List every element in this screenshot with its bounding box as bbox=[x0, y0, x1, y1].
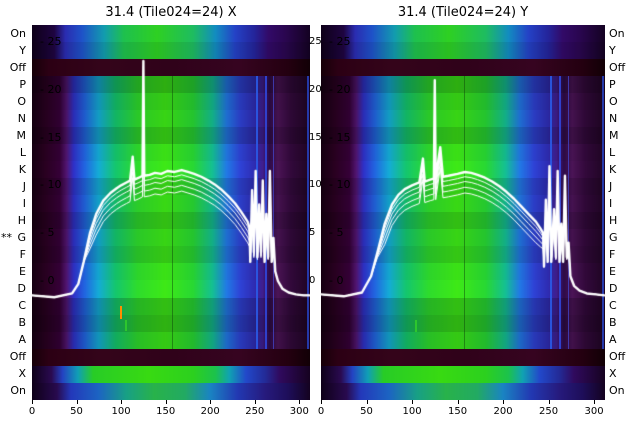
x-tick-label-l-250: 250 bbox=[245, 406, 265, 417]
row-label-left-off-19: Off bbox=[9, 350, 26, 364]
row-label-left-e-14: E bbox=[19, 265, 26, 279]
x-tick-mark-r-200 bbox=[503, 400, 505, 404]
row-label-left-m-6: M bbox=[16, 128, 27, 142]
y-tick-inside-0: - 0 bbox=[329, 274, 344, 287]
row-label-right-i-10: I bbox=[609, 196, 613, 210]
x-tick-mark-r-300 bbox=[594, 400, 596, 404]
y-tick-inside-20: - 20 bbox=[40, 82, 62, 96]
flagged-dipole-marker: ** bbox=[1, 231, 12, 245]
row-label-left-j-9: J bbox=[22, 179, 26, 193]
row-label-left-y-1: Y bbox=[19, 43, 26, 57]
x-tick-mark-r-250 bbox=[548, 400, 550, 404]
row-label-right-j-9: J bbox=[609, 179, 613, 193]
y-tick-gap-5: 5 bbox=[309, 227, 316, 239]
row-label-left-b-17: B bbox=[18, 316, 26, 330]
x-tick-label-r-250: 250 bbox=[539, 406, 559, 417]
row-label-left-c-16: C bbox=[18, 299, 26, 313]
y-tick-inside-5: - 5 bbox=[40, 226, 55, 240]
x-tick-mark-l-200 bbox=[210, 400, 212, 404]
x-tick-mark-l-100 bbox=[121, 400, 123, 404]
x-tick-label-l-100: 100 bbox=[111, 406, 131, 417]
row-label-right-l-7: L bbox=[609, 145, 616, 159]
x-tick-mark-l-250 bbox=[254, 400, 256, 404]
row-label-left-h-11: H bbox=[17, 214, 26, 228]
x-tick-mark-r-0 bbox=[321, 400, 322, 404]
y-tick-gap-20: 20 bbox=[309, 83, 322, 95]
x-tick-label-l-0: 0 bbox=[28, 406, 36, 417]
row-label-left-l-7: L bbox=[19, 145, 26, 159]
bandpass-curve-canvas-y bbox=[321, 25, 605, 400]
y-tick-inside-0: - 0 bbox=[40, 274, 55, 287]
row-label-right-on-0: On bbox=[609, 26, 625, 40]
x-tick-mark-l-150 bbox=[165, 400, 167, 404]
row-label-right-off-2: Off bbox=[609, 60, 626, 74]
row-label-right-o-4: O bbox=[609, 94, 618, 108]
row-label-right-e-14: E bbox=[609, 265, 616, 279]
x-tick-label-r-100: 100 bbox=[402, 406, 422, 417]
row-label-right-b-17: B bbox=[609, 316, 617, 330]
x-tick-label-l-50: 50 bbox=[70, 406, 83, 417]
x-tick-label-l-150: 150 bbox=[156, 406, 176, 417]
row-label-left-a-18: A bbox=[18, 333, 26, 347]
row-label-right-a-18: A bbox=[609, 333, 617, 347]
plot-title-right: 31.4 (Tile024=24) Y bbox=[397, 5, 529, 20]
row-label-right-m-6: M bbox=[609, 128, 619, 142]
row-label-right-c-16: C bbox=[609, 299, 617, 313]
y-tick-gap-25: 25 bbox=[309, 35, 322, 47]
x-tick-label-r-50: 50 bbox=[360, 406, 373, 417]
row-label-left-d-15: D bbox=[17, 282, 26, 296]
y-tick-inside-10: - 10 bbox=[329, 178, 351, 192]
row-label-right-k-8: K bbox=[609, 162, 617, 176]
row-label-left-n-5: N bbox=[17, 111, 26, 125]
row-label-right-y-1: Y bbox=[609, 43, 616, 57]
x-tick-label-r-300: 300 bbox=[584, 406, 604, 417]
row-label-right-f-13: F bbox=[609, 248, 616, 262]
plot-title-left: 31.4 (Tile024=24) X bbox=[105, 5, 237, 20]
row-label-left-on-0: On bbox=[10, 26, 26, 40]
row-label-right-n-5: N bbox=[609, 111, 618, 125]
y-tick-inside-25: - 25 bbox=[40, 34, 62, 48]
row-label-right-d-15: D bbox=[609, 282, 618, 296]
heatmap-plot-left: - 25 - 20 - 15 - 10 - 5 - 0 bbox=[32, 25, 310, 400]
row-label-left-on-21: On bbox=[10, 384, 26, 398]
row-label-right-x-20: X bbox=[609, 367, 617, 381]
x-tick-mark-r-50 bbox=[366, 400, 368, 404]
y-tick-inside-15: - 15 bbox=[40, 130, 62, 144]
row-label-left-g-12: G bbox=[17, 231, 26, 245]
row-label-left-x-20: X bbox=[18, 367, 26, 381]
row-label-left-off-2: Off bbox=[9, 60, 26, 74]
y-tick-gap-15: 15 bbox=[309, 131, 322, 143]
x-tick-label-r-200: 200 bbox=[493, 406, 513, 417]
row-label-left-k-8: K bbox=[18, 162, 26, 176]
y-tick-inside-5: - 5 bbox=[329, 226, 344, 240]
row-label-right-on-21: On bbox=[609, 384, 625, 398]
y-tick-gap-10: 10 bbox=[309, 179, 322, 191]
row-label-left-i-10: I bbox=[22, 196, 26, 210]
x-tick-mark-l-300 bbox=[299, 400, 301, 404]
row-label-left-f-13: F bbox=[19, 248, 26, 262]
heatmap-plot-right: - 25 - 20 - 15 - 10 - 5 - 0 bbox=[321, 25, 605, 400]
y-tick-inside-10: - 10 bbox=[40, 178, 62, 192]
y-tick-gap-0: 0 bbox=[309, 275, 316, 286]
y-tick-inside-15: - 15 bbox=[329, 130, 351, 144]
x-tick-mark-r-150 bbox=[457, 400, 459, 404]
row-label-left-o-4: O bbox=[17, 94, 26, 108]
y-tick-inside-20: - 20 bbox=[329, 82, 351, 96]
row-label-right-p-3: P bbox=[609, 77, 616, 91]
row-label-right-off-19: Off bbox=[609, 350, 626, 364]
bandpass-curve-canvas-x bbox=[32, 25, 310, 400]
row-label-right-g-12: G bbox=[609, 231, 618, 245]
x-tick-label-r-150: 150 bbox=[447, 406, 468, 417]
x-tick-mark-l-0 bbox=[32, 400, 33, 404]
x-tick-mark-l-50 bbox=[76, 400, 78, 404]
y-tick-inside-25: - 25 bbox=[329, 34, 351, 48]
x-tick-mark-r-100 bbox=[412, 400, 414, 404]
row-label-right-h-11: H bbox=[609, 214, 618, 228]
x-tick-label-l-200: 200 bbox=[200, 406, 220, 417]
row-label-left-p-3: P bbox=[19, 77, 26, 91]
x-tick-label-l-300: 300 bbox=[289, 406, 309, 417]
x-tick-label-r-0: 0 bbox=[317, 406, 325, 417]
